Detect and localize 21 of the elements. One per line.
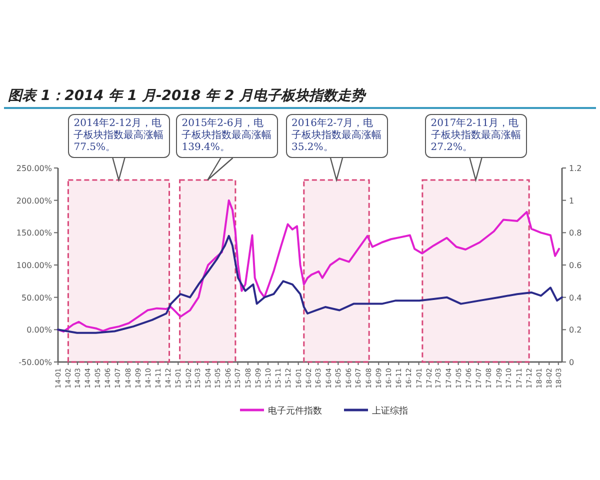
band-label: 2015年2-6月，电子板块指数最高涨幅139.4%。 xyxy=(176,114,278,158)
y2-tick-label: 1 xyxy=(569,196,574,206)
legend-label: 上证综指 xyxy=(372,406,408,416)
y2-tick-label: 0.6 xyxy=(569,261,582,270)
y-tick-label: 150.00% xyxy=(16,228,52,238)
y-tick-label: -50.00% xyxy=(18,358,52,367)
y2-tick-label: 0.8 xyxy=(569,228,582,238)
y2-tick-label: 1.2 xyxy=(569,164,582,173)
band-label: 2017年2-11月，电子板块指数最高涨幅27.2%。 xyxy=(424,114,527,158)
y2-tick-label: 0.4 xyxy=(569,293,582,302)
y-tick-label: 200.00% xyxy=(16,196,52,206)
title: 图表 1：2014 年 1 月-2018 年 2 月电子板块指数走势 xyxy=(8,88,366,104)
y2-tick-label: 0.2 xyxy=(569,326,582,335)
y-tick-label: 0.00% xyxy=(26,326,52,335)
band-label: 2016年2-7月，电子板块指数最高涨幅35.2%。 xyxy=(286,114,388,158)
band-label: 2014年2-12月，电子板块指数最高涨幅77.5%。 xyxy=(68,114,170,158)
y2-tick-label: 0 xyxy=(569,358,574,367)
y-tick-label: 250.00% xyxy=(16,164,52,173)
legend-label: 电子元件指数 xyxy=(268,406,322,416)
y-tick-label: 100.00% xyxy=(16,261,52,270)
y-tick-label: 50.00% xyxy=(21,293,52,302)
